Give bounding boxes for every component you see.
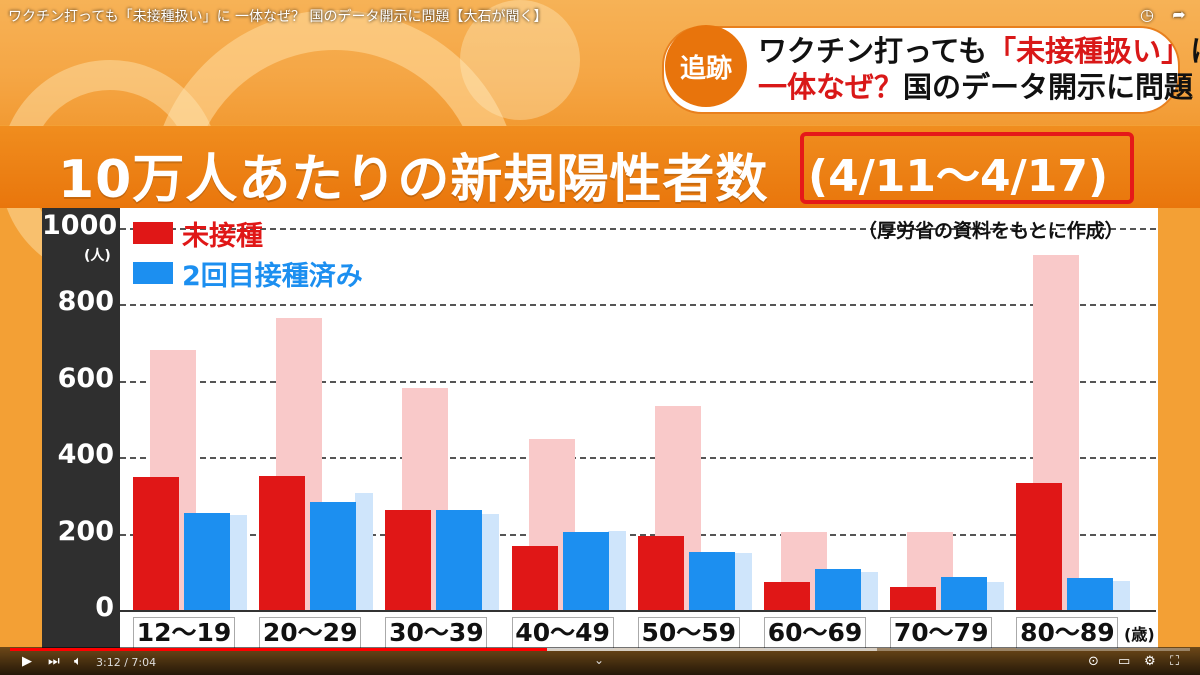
ghost-bar-vaccinated (229, 514, 247, 610)
play-icon[interactable]: ▶ (22, 654, 32, 669)
x-axis-unit: (歳) (1124, 625, 1155, 644)
gridline (120, 304, 1156, 307)
ghost-bar-vaccinated (355, 493, 374, 610)
headline-line2: 一体なぜ？国のデータ開示に問題 (758, 70, 1194, 104)
ghost-bar-vaccinated (481, 513, 500, 610)
y-tick-label: 600 (57, 362, 114, 394)
bar-vaccinated (1067, 578, 1114, 610)
bar-unvaccinated (259, 475, 306, 610)
x-axis-baseline (120, 610, 1156, 612)
y-tick-label: 400 (57, 439, 114, 471)
legend-label-vaccinated: 2回目接種済み (182, 261, 363, 292)
legend-label-unvaccinated: 未接種 (182, 221, 263, 252)
y-tick-label: 1000 (42, 210, 118, 241)
ghost-bar-vaccinated (1112, 580, 1131, 610)
y-tick-label: 0 (95, 592, 114, 623)
bar-vaccinated (310, 501, 357, 610)
autoplay-toggle-icon[interactable]: ⊙ (1088, 654, 1099, 669)
y-tick-label: 200 (57, 515, 114, 547)
y-tick-label: 800 (57, 286, 114, 318)
bar-unvaccinated (637, 535, 684, 610)
player-controls (0, 647, 1200, 675)
x-tick-label: 70〜79 (890, 617, 993, 649)
bar-unvaccinated (764, 582, 810, 610)
video-top-controls: ◷ ➦ (1138, 6, 1188, 24)
ghost-bar-vaccinated (733, 553, 752, 610)
chevron-down-icon[interactable]: ⌄ (594, 653, 605, 667)
gridline (120, 533, 1156, 536)
share-icon[interactable]: ➦ (1172, 5, 1186, 24)
bar-vaccinated (562, 531, 609, 610)
chart-banner (0, 126, 1200, 208)
progress-fill[interactable] (10, 648, 547, 651)
headline-line1: ワクチン打っても「未接種扱い」に (758, 34, 1200, 68)
bar-vaccinated (815, 568, 861, 610)
bar-vaccinated (688, 551, 735, 610)
x-tick-label: 60〜69 (764, 617, 866, 649)
date-highlight-box (800, 132, 1134, 204)
bar-vaccinated (941, 576, 988, 610)
volume-icon[interactable]: 🔈︎ (74, 654, 82, 669)
fullscreen-icon[interactable]: ⛶ (1170, 654, 1180, 669)
bar-vaccinated (184, 513, 230, 610)
bar-unvaccinated (890, 587, 937, 610)
legend-swatch-unvaccinated (133, 222, 173, 244)
source-note: （厚労省の資料をもとに作成） (858, 220, 1124, 242)
chart-title: 10万人あたりの新規陽性者数 (58, 150, 769, 210)
bar-unvaccinated (385, 509, 432, 610)
clock-icon[interactable]: ◷ (1140, 5, 1154, 24)
x-tick-label: 12〜19 (133, 617, 235, 649)
bar-unvaccinated (133, 477, 179, 610)
ghost-bar-vaccinated (986, 581, 1005, 610)
legend-swatch-vaccinated (133, 262, 173, 284)
x-tick-label: 30〜39 (385, 617, 488, 649)
decorative-circle (460, 0, 580, 120)
gridline (120, 457, 1156, 460)
x-tick-label: 50〜59 (637, 617, 740, 649)
bar-vaccinated (436, 509, 483, 610)
x-tick-label: 80〜89 (1016, 617, 1119, 649)
bar-unvaccinated (1016, 483, 1063, 610)
headline-badge: 追跡 (665, 25, 747, 107)
gridline (120, 380, 1156, 383)
next-icon[interactable]: ⏭ (48, 654, 60, 669)
y-axis-unit: (人) (84, 248, 111, 264)
y-axis-panel (42, 208, 120, 648)
subtitles-icon[interactable]: ▭ (1118, 654, 1131, 669)
gridline (120, 228, 1156, 230)
ghost-bar-vaccinated (860, 571, 878, 610)
x-tick-label: 20〜29 (259, 617, 362, 649)
progress-buffer (546, 648, 878, 651)
time-display: 3:12 / 7:04 (96, 656, 157, 669)
gear-icon[interactable]: ⚙ (1144, 654, 1156, 669)
x-tick-label: 40〜49 (511, 617, 614, 649)
date-range: (4/11〜4/17) (808, 151, 1109, 202)
headline-box (662, 26, 1180, 114)
video-title[interactable]: ワクチン打っても「未接種扱い」に 一体なぜ？ 国のデータ開示に問題【大石が聞く】 (8, 9, 548, 25)
bar-unvaccinated (511, 545, 558, 610)
ghost-bar-vaccinated (607, 530, 626, 610)
